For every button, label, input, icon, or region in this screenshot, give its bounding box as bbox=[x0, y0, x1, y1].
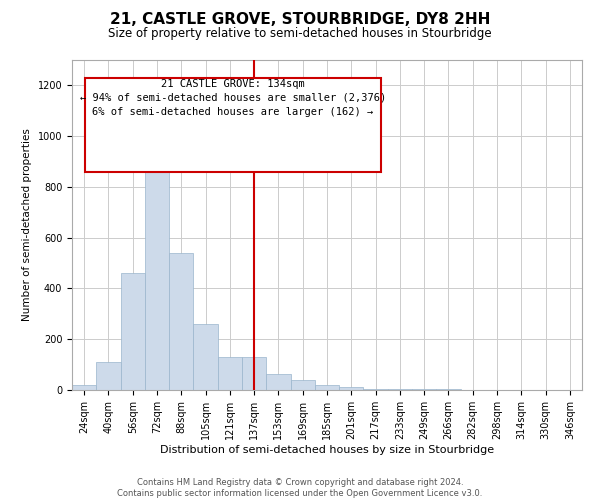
Bar bbox=[121, 273, 145, 390]
Text: ← 94% of semi-detached houses are smaller (2,376): ← 94% of semi-detached houses are smalle… bbox=[80, 93, 386, 103]
Text: 21, CASTLE GROVE, STOURBRIDGE, DY8 2HH: 21, CASTLE GROVE, STOURBRIDGE, DY8 2HH bbox=[110, 12, 490, 28]
Bar bbox=[290, 380, 315, 390]
Text: Contains HM Land Registry data © Crown copyright and database right 2024.
Contai: Contains HM Land Registry data © Crown c… bbox=[118, 478, 482, 498]
Bar bbox=[169, 253, 193, 390]
FancyBboxPatch shape bbox=[85, 78, 380, 172]
Bar bbox=[193, 324, 218, 390]
Bar bbox=[339, 388, 364, 390]
X-axis label: Distribution of semi-detached houses by size in Stourbridge: Distribution of semi-detached houses by … bbox=[160, 444, 494, 454]
Bar bbox=[145, 169, 169, 390]
Y-axis label: Number of semi-detached properties: Number of semi-detached properties bbox=[22, 128, 32, 322]
Bar bbox=[266, 374, 290, 390]
Text: Size of property relative to semi-detached houses in Stourbridge: Size of property relative to semi-detach… bbox=[108, 28, 492, 40]
Bar bbox=[242, 357, 266, 390]
Bar bbox=[315, 386, 339, 390]
Bar bbox=[96, 362, 121, 390]
Bar bbox=[218, 357, 242, 390]
Bar bbox=[388, 388, 412, 390]
Bar bbox=[72, 385, 96, 390]
Bar bbox=[364, 388, 388, 390]
Text: 21 CASTLE GROVE: 134sqm: 21 CASTLE GROVE: 134sqm bbox=[161, 79, 305, 89]
Text: 6% of semi-detached houses are larger (162) →: 6% of semi-detached houses are larger (1… bbox=[92, 107, 373, 117]
